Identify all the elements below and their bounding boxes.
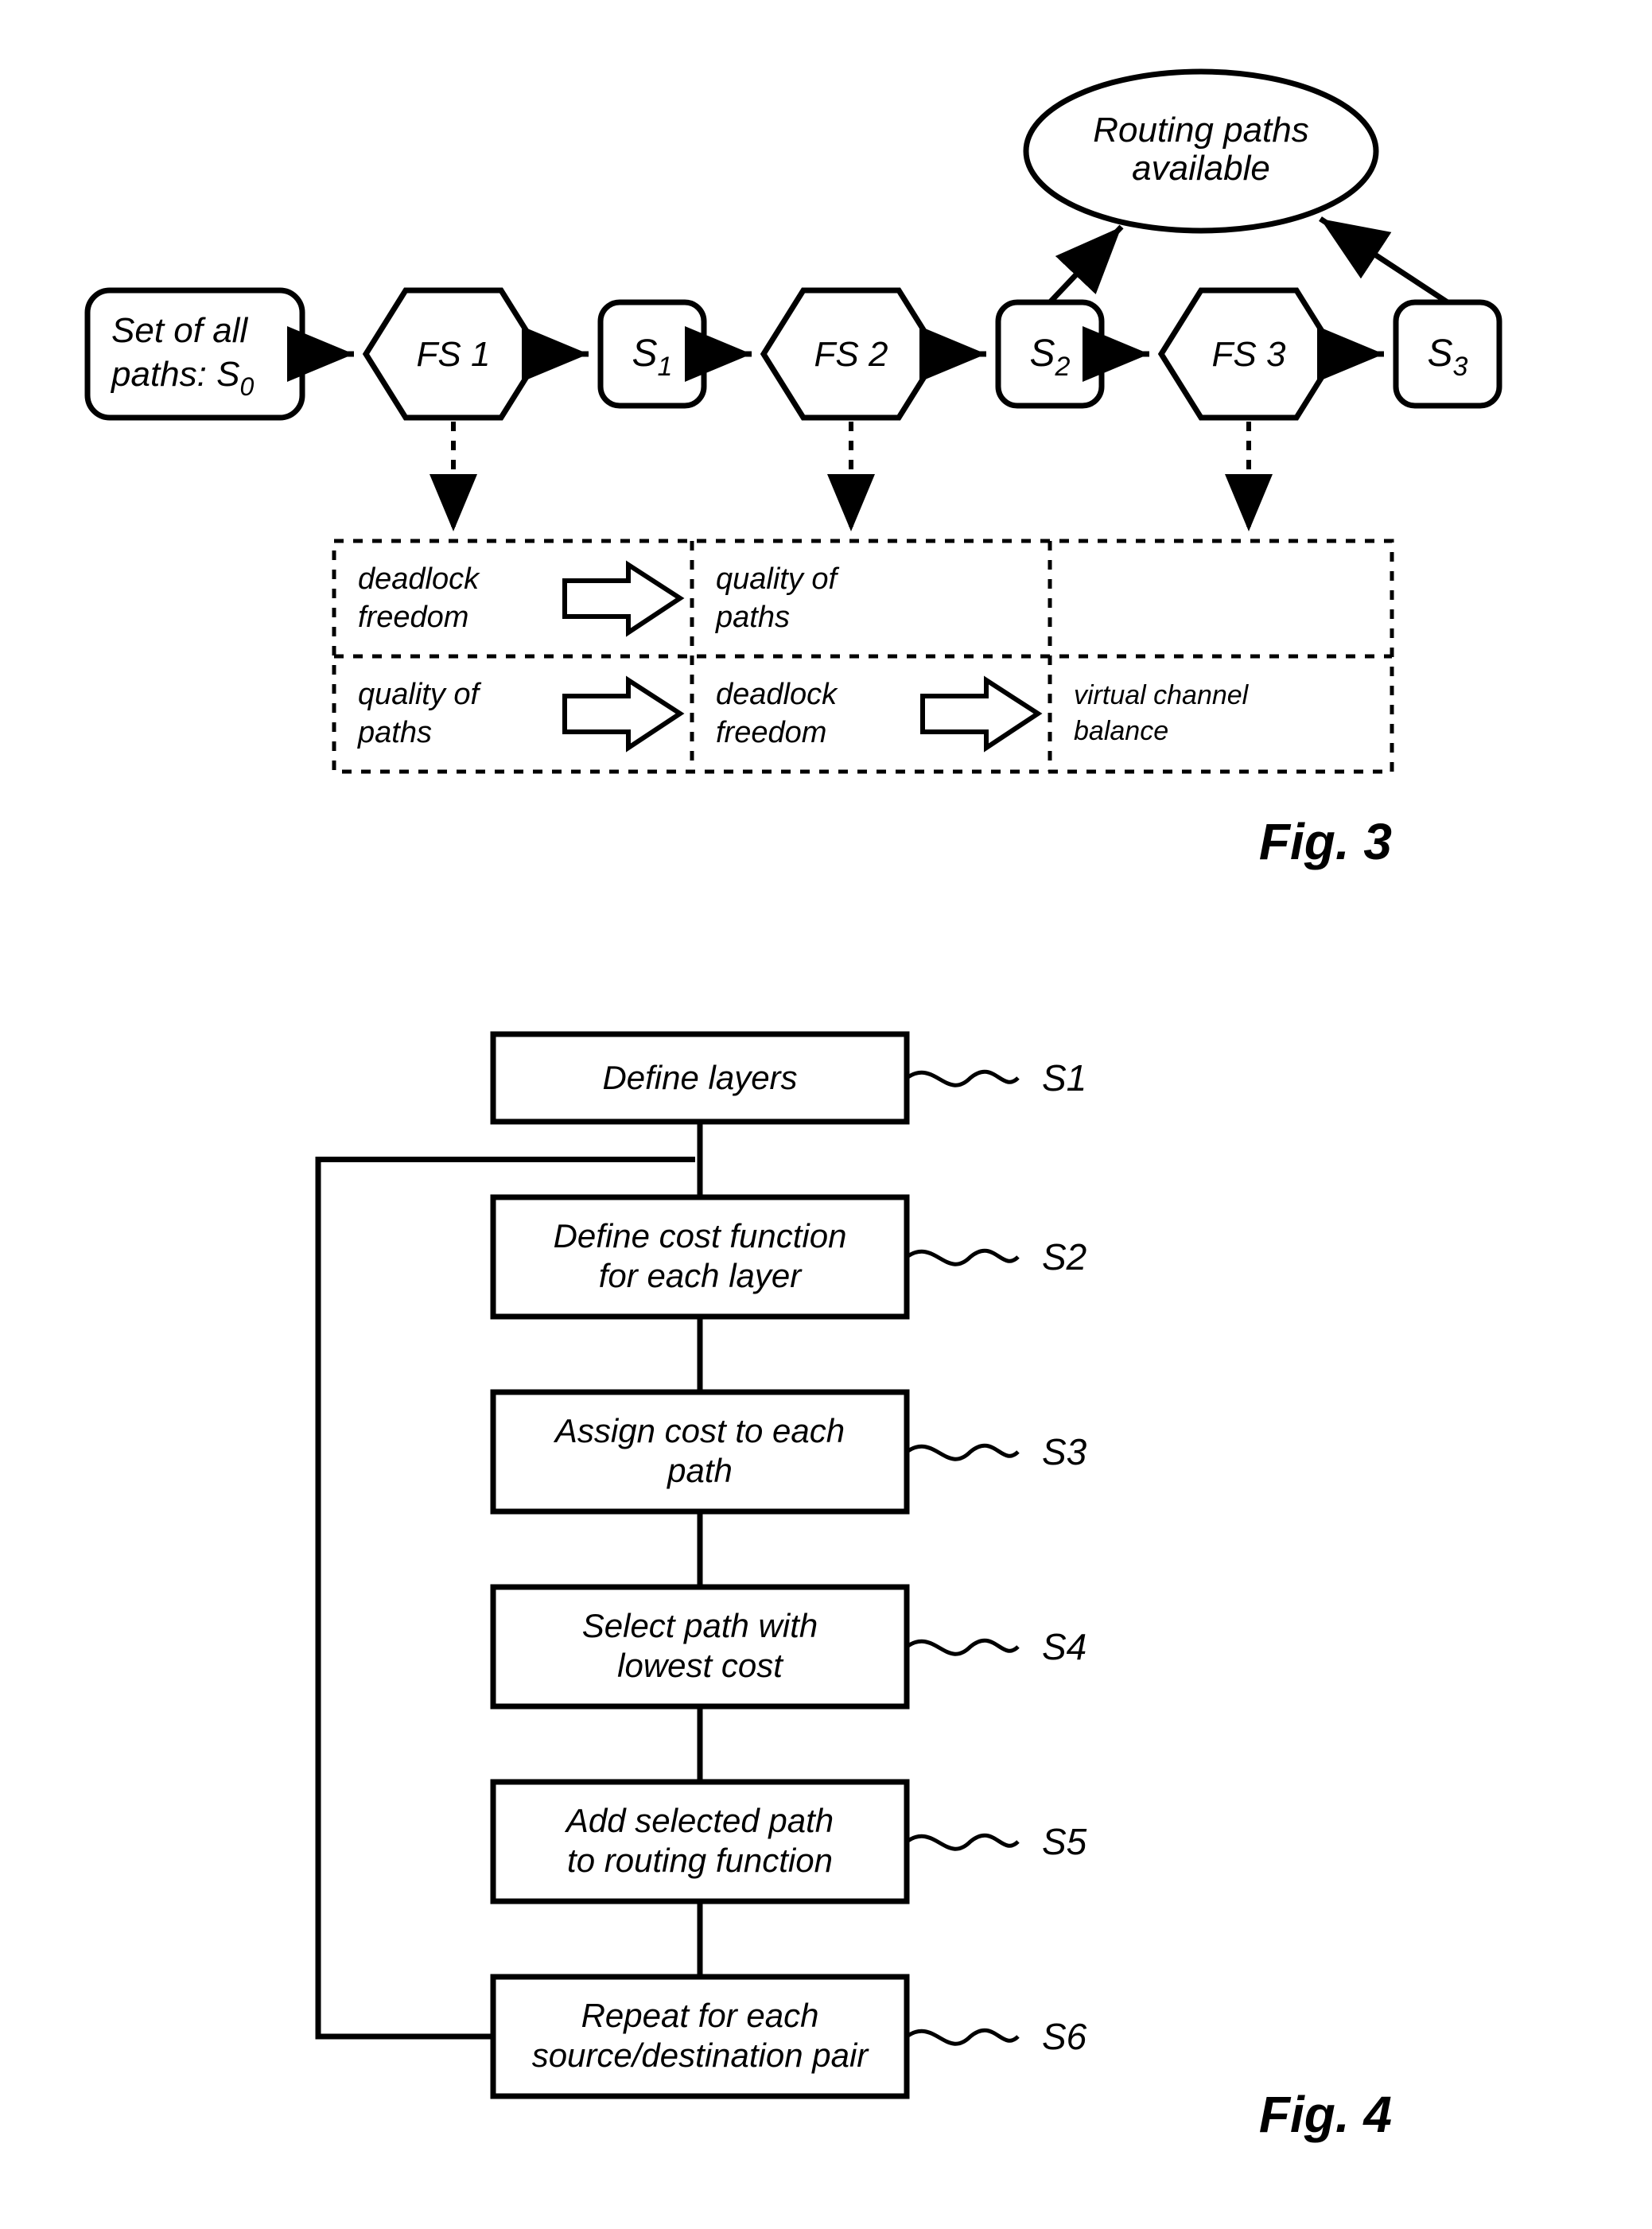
svg-text:S3: S3	[1428, 333, 1468, 382]
step-text2-S4: lowest cost	[617, 1647, 784, 1684]
step-text1-S3: Assign cost to each	[553, 1412, 845, 1449]
wave-S4	[907, 1640, 1018, 1654]
box-s3: S3	[1396, 302, 1499, 406]
block-arrow-r2-2	[923, 680, 1038, 748]
r1c1-l1: deadlock	[358, 562, 480, 596]
box-s2: S2	[998, 302, 1102, 406]
r1c2-l1: quality of	[716, 562, 840, 596]
diagram-svg: Routing paths available Set of all paths…	[48, 48, 1599, 2156]
box-s1: S1	[601, 302, 704, 406]
ellipse-line1: Routing paths	[1093, 111, 1309, 150]
box-s0: Set of all paths: S0	[87, 290, 302, 418]
fs1-label: FS 1	[417, 335, 491, 374]
step-text2-S5: to routing function	[567, 1842, 833, 1879]
fs2-label: FS 2	[814, 335, 888, 374]
s0-line2: paths: S0	[110, 355, 254, 401]
r2c3-l1: virtual channel	[1074, 680, 1250, 710]
r2c3-l2: balance	[1074, 716, 1168, 746]
page: Routing paths available Set of all paths…	[48, 48, 1599, 2156]
r2c1-l2: paths	[357, 716, 432, 749]
block-arrow-r2-1	[565, 680, 680, 748]
r2c2-l1: deadlock	[716, 678, 838, 711]
step-label-S3: S3	[1042, 1431, 1087, 1472]
wave-S2	[907, 1251, 1018, 1264]
svg-text:S2: S2	[1030, 333, 1071, 382]
fig4-caption: Fig. 4	[1259, 2086, 1392, 2143]
step-text2-S3: path	[666, 1452, 733, 1489]
step-label-S2: S2	[1042, 1236, 1086, 1278]
step-text1-S6: Repeat for each	[581, 1997, 819, 2034]
step-text2-S6: source/destination pair	[532, 2036, 870, 2074]
step-text1-S4: Select path with	[582, 1607, 818, 1644]
r2c2-l2: freedom	[716, 716, 826, 749]
arrow-s3-ellipse	[1320, 219, 1448, 302]
r1c2-l2: paths	[715, 601, 790, 634]
routing-paths-ellipse: Routing paths available	[1026, 72, 1376, 231]
hex-fs3: FS 3	[1161, 290, 1336, 418]
ellipse-line2: available	[1132, 149, 1270, 188]
arrow-s2-ellipse	[1050, 227, 1121, 302]
step-label-S5: S5	[1042, 1821, 1087, 1862]
fig3: Routing paths available Set of all paths…	[87, 72, 1499, 870]
step-text1-S2: Define cost function	[554, 1217, 847, 1255]
s0-line1: Set of all	[111, 311, 248, 350]
criteria-table: deadlock freedom quality of paths qualit…	[334, 541, 1392, 772]
step-text2-S2: for each layer	[599, 1257, 803, 1294]
hex-fs1: FS 1	[366, 290, 541, 418]
wave-S5	[907, 1835, 1018, 1849]
wave-S1	[907, 1072, 1018, 1085]
step-text1-S5: Add selected path	[564, 1802, 834, 1839]
step-label-S1: S1	[1042, 1057, 1086, 1099]
block-arrow-r1-1	[565, 565, 680, 632]
step-text1-S1: Define layers	[602, 1059, 797, 1096]
fig4: Define layers S1 Define cost functionfor e…	[318, 1034, 1087, 2096]
step-label-S4: S4	[1042, 1626, 1086, 1667]
step-label-S6: S6	[1042, 2016, 1087, 2057]
fs3-label: FS 3	[1212, 335, 1286, 374]
wave-S3	[907, 1445, 1018, 1459]
wave-S6	[907, 2030, 1018, 2044]
r2c1-l1: quality of	[358, 678, 482, 711]
fig3-caption: Fig. 3	[1259, 813, 1392, 870]
r1c1-l2: freedom	[358, 601, 468, 634]
hex-fs2: FS 2	[764, 290, 939, 418]
svg-text:S1: S1	[632, 333, 673, 382]
